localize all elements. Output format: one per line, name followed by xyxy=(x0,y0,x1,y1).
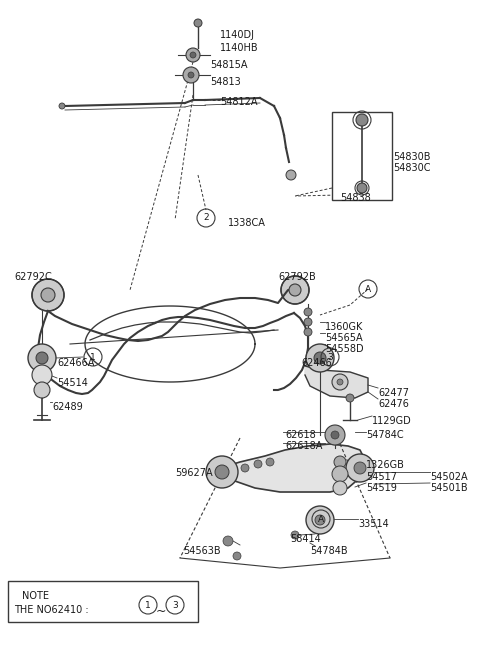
Text: 54815A: 54815A xyxy=(210,60,248,70)
Text: 54519: 54519 xyxy=(366,483,397,493)
Circle shape xyxy=(266,458,274,466)
Text: 62792B: 62792B xyxy=(278,272,316,282)
Circle shape xyxy=(34,382,50,398)
Text: 54784B: 54784B xyxy=(310,546,348,556)
Text: 1140HB: 1140HB xyxy=(220,43,259,53)
Circle shape xyxy=(357,183,367,193)
Circle shape xyxy=(332,466,348,482)
Circle shape xyxy=(241,464,249,472)
Circle shape xyxy=(289,284,301,296)
Circle shape xyxy=(346,394,354,402)
Text: ~: ~ xyxy=(156,605,166,618)
Circle shape xyxy=(186,48,200,62)
Circle shape xyxy=(190,52,196,58)
Circle shape xyxy=(281,276,309,304)
Text: A: A xyxy=(318,514,324,523)
Text: 1: 1 xyxy=(145,600,151,609)
Text: A: A xyxy=(365,285,371,293)
Text: NOTE: NOTE xyxy=(22,591,49,601)
Text: 1140DJ: 1140DJ xyxy=(220,30,255,40)
Circle shape xyxy=(306,506,334,534)
Bar xyxy=(8,581,198,622)
Circle shape xyxy=(233,552,241,560)
Text: 54813: 54813 xyxy=(210,77,241,87)
Circle shape xyxy=(215,465,229,479)
Circle shape xyxy=(304,308,312,316)
Text: 54784C: 54784C xyxy=(366,430,404,440)
Circle shape xyxy=(41,288,55,302)
Text: 54502A: 54502A xyxy=(430,472,468,482)
Text: 54514: 54514 xyxy=(57,378,88,388)
Circle shape xyxy=(346,454,374,482)
Circle shape xyxy=(194,19,202,27)
Circle shape xyxy=(28,344,56,372)
Text: 62792C: 62792C xyxy=(14,272,52,282)
Circle shape xyxy=(286,170,296,180)
Circle shape xyxy=(183,67,199,83)
Circle shape xyxy=(334,456,346,468)
Text: 62477: 62477 xyxy=(378,388,409,398)
Circle shape xyxy=(333,481,347,495)
Polygon shape xyxy=(305,366,368,398)
Text: 54565A: 54565A xyxy=(325,333,362,343)
Circle shape xyxy=(291,531,299,539)
Text: 3: 3 xyxy=(327,352,333,361)
Text: 1338CA: 1338CA xyxy=(228,218,266,228)
Text: 2: 2 xyxy=(203,213,209,222)
Text: 54501B: 54501B xyxy=(430,483,468,493)
Circle shape xyxy=(337,379,343,385)
Text: 54838: 54838 xyxy=(340,193,371,203)
Text: 62489: 62489 xyxy=(52,402,83,412)
Text: 62618A: 62618A xyxy=(285,441,323,451)
Text: 1360GK: 1360GK xyxy=(325,322,363,332)
Circle shape xyxy=(206,456,238,488)
Circle shape xyxy=(304,318,312,326)
Text: 33514: 33514 xyxy=(358,519,389,529)
Circle shape xyxy=(32,279,64,311)
Circle shape xyxy=(188,72,194,78)
Circle shape xyxy=(306,344,334,372)
Text: 62476: 62476 xyxy=(378,399,409,409)
Text: 62466: 62466 xyxy=(301,358,332,368)
Text: 62618: 62618 xyxy=(285,430,316,440)
Bar xyxy=(332,112,392,200)
Text: 54812A: 54812A xyxy=(220,97,257,107)
Polygon shape xyxy=(218,444,365,492)
Circle shape xyxy=(36,352,48,364)
Text: 54558D: 54558D xyxy=(325,344,364,354)
Circle shape xyxy=(32,365,52,385)
Circle shape xyxy=(354,462,366,474)
Text: 54830B: 54830B xyxy=(393,152,431,162)
Text: 54830C: 54830C xyxy=(393,163,431,173)
Circle shape xyxy=(332,374,348,390)
Circle shape xyxy=(314,352,326,364)
Text: 58414: 58414 xyxy=(290,534,321,544)
Circle shape xyxy=(59,103,65,109)
Circle shape xyxy=(223,536,233,546)
Circle shape xyxy=(331,431,339,439)
Circle shape xyxy=(254,460,262,468)
Text: THE NO62410 :: THE NO62410 : xyxy=(14,605,89,615)
Text: 1326GB: 1326GB xyxy=(366,460,405,470)
Circle shape xyxy=(325,425,345,445)
Circle shape xyxy=(315,515,325,525)
Text: 62466A: 62466A xyxy=(57,358,95,368)
Text: 3: 3 xyxy=(172,600,178,609)
Text: 54563B: 54563B xyxy=(183,546,221,556)
Text: 54517: 54517 xyxy=(366,472,397,482)
Circle shape xyxy=(304,328,312,336)
Text: 59627A: 59627A xyxy=(175,468,213,478)
Text: 1129GD: 1129GD xyxy=(372,416,412,426)
Text: 1: 1 xyxy=(90,352,96,361)
Circle shape xyxy=(356,114,368,126)
